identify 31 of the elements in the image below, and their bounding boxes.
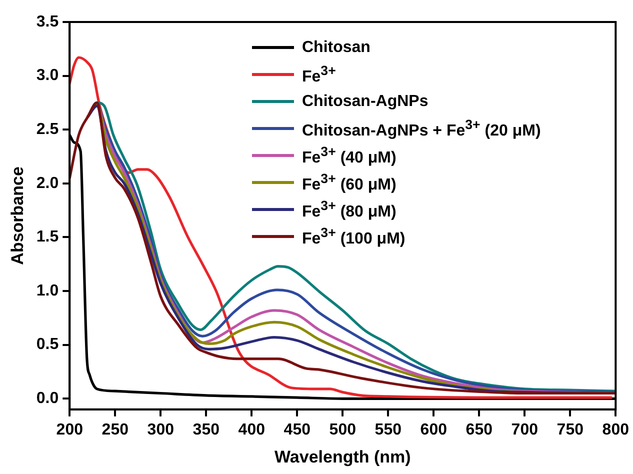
legend-label: Fe$^{3+}$ (60 μM) <box>302 170 396 194</box>
x-tick-label: 750 <box>556 421 584 438</box>
y-axis-title: Absorbance <box>8 166 27 265</box>
y-tick-label: 2.0 <box>36 174 59 192</box>
legend-label: Chitosan-AgNPs <box>302 92 428 110</box>
y-tick-label: 2.5 <box>36 121 59 138</box>
legend-label: Chitosan <box>302 38 370 56</box>
y-tick-label: 3.0 <box>36 67 59 84</box>
y-tick-label: 3.5 <box>36 13 59 30</box>
x-tick-label: 700 <box>511 421 538 438</box>
legend-label: Fe$^{3+}$ <box>302 62 336 86</box>
x-tick-label: 450 <box>284 421 311 438</box>
x-tick-label: 350 <box>192 421 220 438</box>
y-tick-label: 1.5 <box>36 228 59 246</box>
legend-label: Fe$^{3+}$ (100 μM) <box>302 224 406 248</box>
x-tick-label: 400 <box>238 421 266 438</box>
y-tick-label: 0.5 <box>36 336 59 354</box>
y-tick-label: 0.0 <box>36 390 59 408</box>
x-axis-title: Wavelength (nm) <box>274 447 411 466</box>
x-tick-label: 250 <box>102 421 129 438</box>
x-tick-label: 550 <box>374 421 402 438</box>
x-tick-label: 600 <box>420 421 448 438</box>
y-tick-label: 1.0 <box>36 282 59 300</box>
x-tick-label: 200 <box>56 421 84 438</box>
legend-label: Fe$^{3+}$ (40 μM) <box>302 144 396 168</box>
x-tick-label: 800 <box>602 421 630 438</box>
x-tick-label: 500 <box>329 421 356 438</box>
x-tick-label: 650 <box>466 421 493 438</box>
legend-label: Fe$^{3+}$ (80 μM) <box>302 198 396 222</box>
x-tick-label: 300 <box>147 421 174 438</box>
legend-label: Chitosan-AgNPs + Fe$^{3+}$ (20 μM) <box>302 116 541 140</box>
